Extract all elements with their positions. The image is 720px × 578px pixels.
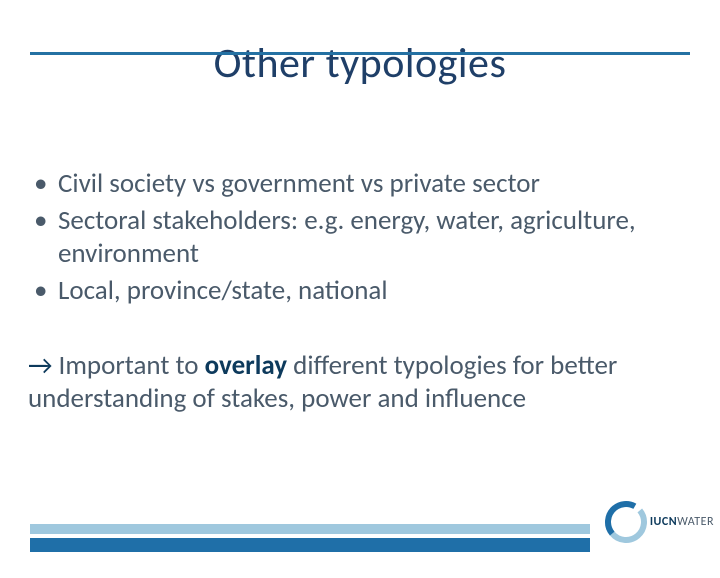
footer: IUCNWATER — [30, 524, 720, 558]
footer-bar-dark — [30, 538, 590, 552]
logo-text: IUCNWATER — [650, 515, 714, 529]
logo: IUCNWATER — [604, 500, 714, 544]
top-rule — [30, 52, 690, 55]
slide-title: Other typologies — [0, 38, 720, 89]
bullet-item: Sectoral stakeholders: e.g. energy, wate… — [28, 205, 692, 271]
logo-iucn: IUCN — [650, 515, 677, 529]
bullet-item: Local, province/state, national — [28, 275, 692, 308]
logo-ring-icon — [604, 500, 648, 544]
conclusion-pre: Important to — [52, 349, 204, 382]
footer-bar-light — [30, 524, 590, 534]
footer-bars — [30, 524, 590, 552]
arrow-icon: → — [28, 349, 52, 382]
bullet-list: Civil society vs government vs private s… — [28, 168, 692, 308]
conclusion-text: → Important to overlay different typolog… — [28, 350, 692, 416]
bullet-item: Civil society vs government vs private s… — [28, 168, 692, 201]
logo-water: WATER — [677, 515, 714, 529]
content-area: Civil society vs government vs private s… — [28, 168, 692, 416]
conclusion-bold: overlay — [205, 349, 287, 382]
